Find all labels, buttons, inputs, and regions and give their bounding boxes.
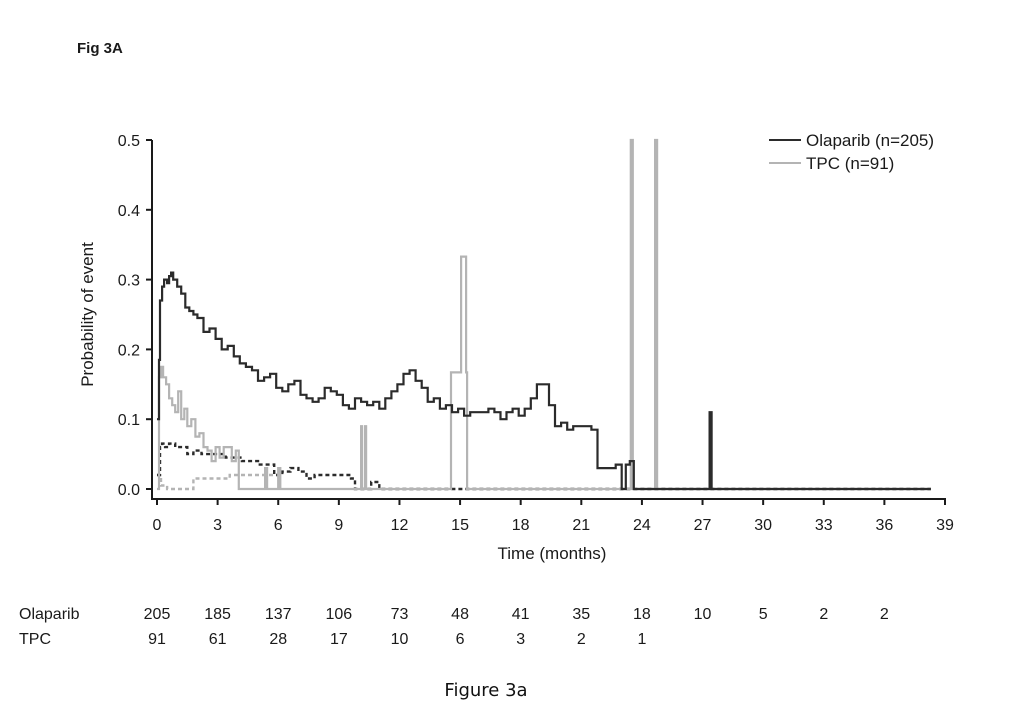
- risk-table: Olaparib TPC 205 185 137 106 73 48 41 35 18 10 5 2 2…: [19, 606, 889, 648]
- series-tpc-dashed-line: [157, 473, 279, 491]
- risk-value-olaparib: 48: [451, 606, 469, 623]
- x-tick-label: 36: [875, 517, 893, 534]
- series-olaparib-line: [157, 271, 931, 491]
- risk-value-olaparib: 5: [759, 606, 768, 623]
- axes-layer: [151, 140, 946, 500]
- risk-value-olaparib: 18: [633, 606, 651, 623]
- risk-values: 205 185 137 106 73 48 41 35 18 10 5 2 291 61 28 17 10 6 3 2…: [144, 606, 889, 648]
- risk-value-olaparib: 185: [204, 606, 231, 623]
- y-tick-label: 0.3: [118, 273, 140, 290]
- risk-value-olaparib: 2: [819, 606, 828, 623]
- risk-value-tpc: 1: [637, 631, 646, 648]
- risk-value-olaparib: 35: [572, 606, 590, 623]
- risk-value-tpc: 28: [269, 631, 287, 648]
- risk-value-olaparib: 2: [880, 606, 889, 623]
- x-tick-label: 18: [512, 517, 530, 534]
- risk-row-label-tpc: TPC: [19, 631, 51, 648]
- risk-value-tpc: 2: [577, 631, 586, 648]
- risk-value-tpc: 17: [330, 631, 348, 648]
- series-layer: [157, 138, 931, 491]
- series-olaparib-dashed-line: [157, 442, 931, 491]
- y-tick-label: 0.2: [118, 342, 140, 359]
- km-chart: 0.00.10.20.30.40.5 0 3 6 9 12 15 18 21 24 27 30 33 3…: [19, 131, 954, 648]
- y-tick-label: 0.4: [118, 203, 140, 220]
- risk-value-tpc: 91: [148, 631, 166, 648]
- y-tick-label: 0.5: [118, 133, 140, 150]
- x-tick-label: 33: [815, 517, 833, 534]
- x-tick-label: 27: [694, 517, 712, 534]
- risk-row-label-olaparib: Olaparib: [19, 606, 80, 623]
- y-ticks: 0.0 0.1 0.2 0.3 0.4 0.5: [118, 133, 152, 499]
- x-tick-label: 24: [633, 517, 651, 534]
- x-tick-label: 0: [153, 517, 162, 534]
- figure-caption: Figure 3a: [444, 680, 528, 701]
- risk-value-olaparib: 73: [391, 606, 409, 623]
- figure-title: Fig 3A: [77, 40, 123, 57]
- x-tick-label: 21: [572, 517, 590, 534]
- legend-label-tpc: TPC (n=91): [806, 154, 894, 173]
- x-tick-label: 9: [334, 517, 343, 534]
- x-tick-label: 30: [754, 517, 772, 534]
- legend-label-olaparib: Olaparib (n=205): [806, 131, 934, 150]
- legend: Olaparib (n=205) TPC (n=91): [769, 131, 934, 173]
- y-axis-title: Probability of event: [78, 242, 97, 387]
- y-tick-label: 0.0: [118, 482, 140, 499]
- x-axis-title: Time (months): [498, 544, 607, 563]
- y-tick-label: 0.1: [118, 412, 140, 429]
- x-tick-label: 39: [936, 517, 954, 534]
- x-tick-label: 12: [391, 517, 409, 534]
- risk-value-tpc: 10: [391, 631, 409, 648]
- x-tick-label: 3: [213, 517, 222, 534]
- risk-value-olaparib: 106: [325, 606, 352, 623]
- risk-value-olaparib: 10: [694, 606, 712, 623]
- risk-value-olaparib: 137: [265, 606, 292, 623]
- risk-value-tpc: 61: [209, 631, 227, 648]
- risk-value-tpc: 3: [516, 631, 525, 648]
- x-ticks: 0 3 6 9 12 15 18 21 24 27 30 33 36 39: [153, 499, 954, 534]
- risk-value-olaparib: 41: [512, 606, 530, 623]
- x-tick-label: 6: [274, 517, 283, 534]
- risk-value-tpc: 6: [456, 631, 465, 648]
- risk-value-olaparib: 205: [144, 606, 171, 623]
- x-tick-label: 15: [451, 517, 469, 534]
- series-tpc-line: [157, 138, 931, 491]
